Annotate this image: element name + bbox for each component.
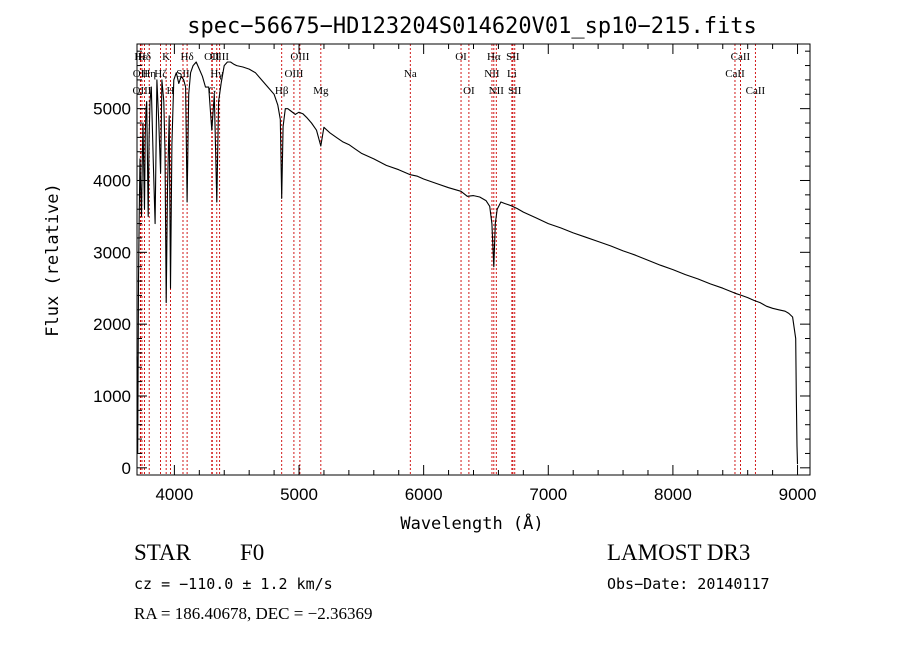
spectral-label-21: NII bbox=[484, 68, 500, 80]
spectral-label-2: OIII bbox=[133, 85, 152, 97]
spectral-label-22: Hα bbox=[487, 51, 501, 63]
survey-name: LAMOST DR3 bbox=[607, 540, 750, 565]
spectral-label-5: Hζ bbox=[154, 68, 167, 80]
spectral-label-26: SII bbox=[508, 85, 522, 97]
spectral-label-0: Hε bbox=[134, 51, 147, 63]
spectral-label-6: K bbox=[162, 51, 170, 63]
plot-frame bbox=[136, 43, 811, 476]
spectral-label-14: Hβ bbox=[275, 85, 289, 97]
spectral-label-23: NII bbox=[489, 85, 505, 97]
ra-dec-coordinates: RA = 186.40678, DEC = −2.36369 bbox=[134, 604, 372, 623]
spectral-label-29: CaII bbox=[746, 85, 766, 97]
x-tick-label-5000: 5000 bbox=[280, 485, 318, 504]
x-tick-label-6000: 6000 bbox=[405, 485, 443, 504]
spectral-label-7: H bbox=[167, 85, 175, 97]
y-tick-label-1000: 1000 bbox=[93, 387, 131, 406]
spectral-label-25: SII bbox=[506, 51, 520, 63]
spectral-label-13: OIII bbox=[210, 51, 229, 63]
spectral-label-20: OI bbox=[463, 85, 475, 97]
object-type: STAR bbox=[134, 540, 192, 565]
subclass: F0 bbox=[240, 540, 264, 565]
spectral-line-markers bbox=[139, 44, 756, 475]
spectral-label-3: Hδ bbox=[138, 51, 151, 63]
spectral-label-8: SII bbox=[176, 68, 190, 80]
y-tick-label-2000: 2000 bbox=[93, 315, 131, 334]
spectral-label-24: Li bbox=[507, 68, 517, 80]
x-axis-label: Wavelength (Å) bbox=[400, 512, 543, 534]
spectral-label-27: CaII bbox=[725, 68, 745, 80]
spectral-label-12: Hγ bbox=[210, 68, 223, 80]
x-tick-label-7000: 7000 bbox=[529, 485, 567, 504]
y-axis-label: Flux (relative) bbox=[43, 183, 63, 337]
spectral-label-15: OIII bbox=[284, 68, 303, 80]
x-axis-ticks: 4000 5000 6000 7000 8000 9000 bbox=[155, 44, 816, 504]
spectral-label-17: Mg bbox=[313, 85, 329, 97]
redshift-cz: cz = −110.0 ± 1.2 km/s bbox=[134, 575, 333, 593]
x-tick-label-9000: 9000 bbox=[779, 485, 817, 504]
flux-series-line bbox=[136, 61, 799, 465]
spectral-label-10: OII bbox=[204, 51, 220, 63]
chart-title: spec−56675−HD123204S014620V01_sp10−215.f… bbox=[187, 14, 757, 39]
y-axis-ticks: 0 1000 2000 3000 4000 5000 bbox=[93, 50, 810, 478]
spectral-label-11: G bbox=[208, 85, 216, 97]
spectral-label-16: OIII bbox=[290, 51, 309, 63]
y-tick-label-5000: 5000 bbox=[93, 100, 131, 119]
y-tick-label-3000: 3000 bbox=[93, 243, 131, 262]
x-tick-label-8000: 8000 bbox=[654, 485, 692, 504]
observation-date: Obs−Date: 20140117 bbox=[607, 575, 770, 593]
spectral-label-19: OI bbox=[455, 51, 467, 63]
spectral-label-28: CaII bbox=[731, 51, 751, 63]
x-tick-label-4000: 4000 bbox=[155, 485, 193, 504]
spectral-label-9: Hδ bbox=[181, 51, 194, 63]
spectral-label-4: Hη bbox=[142, 68, 156, 80]
y-tick-label-0: 0 bbox=[122, 459, 131, 478]
spectral-label-18: Na bbox=[404, 68, 417, 80]
y-tick-label-4000: 4000 bbox=[93, 171, 131, 190]
